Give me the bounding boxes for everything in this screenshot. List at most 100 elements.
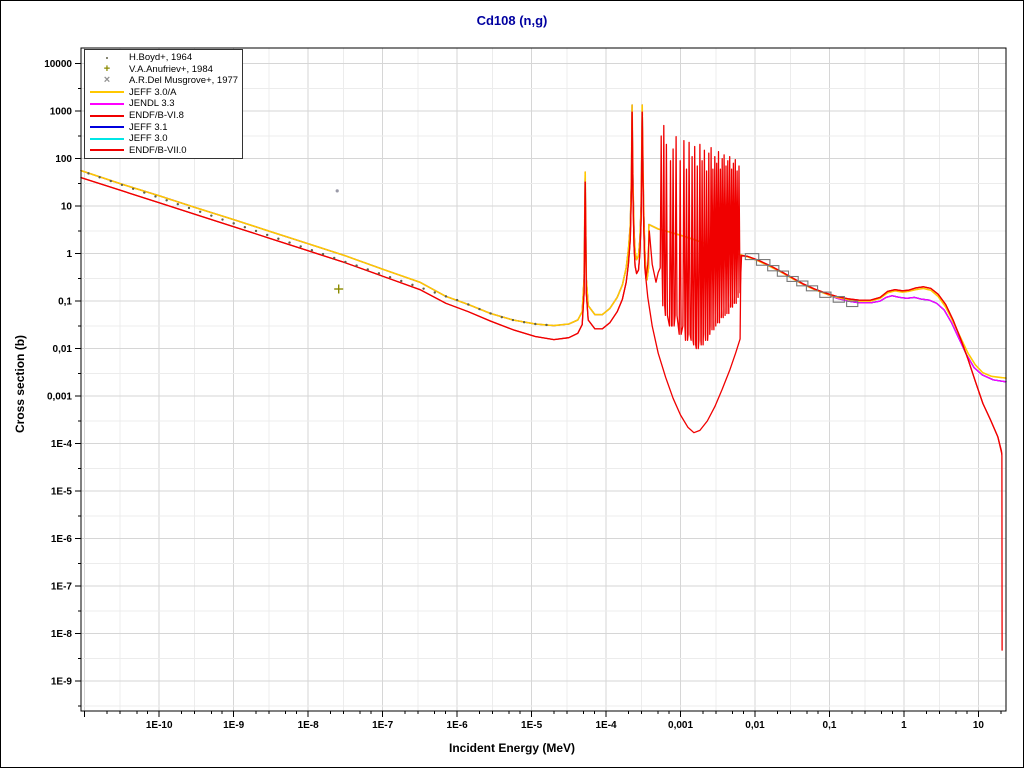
marker-boyd-dot xyxy=(478,307,481,311)
series-endfb_vii0-line xyxy=(80,111,1003,651)
y-axis-title: Cross section (b) xyxy=(13,334,27,433)
marker-boyd_outlier-dot xyxy=(335,189,339,193)
marker-boyd-dot xyxy=(232,222,235,225)
marker-boyd-dot xyxy=(265,233,269,237)
legend-item-label: ENDF/B-VII.0 xyxy=(129,144,187,156)
marker-boyd-dot xyxy=(344,260,347,264)
x-tick-label: 1E-7 xyxy=(372,720,394,731)
x-tick-label: 1E-8 xyxy=(298,720,320,731)
marker-boyd-dot xyxy=(154,195,157,198)
marker-boyd-dot xyxy=(333,256,336,260)
marker-musgrove-box xyxy=(832,295,845,303)
legend-item-8: ENDF/B-VII.0 xyxy=(85,145,242,156)
marker-musgrove-box xyxy=(744,253,760,261)
gridlines xyxy=(81,48,1006,711)
legend-line-swatch xyxy=(85,98,129,109)
marker-boyd-dot xyxy=(455,298,459,302)
legend-item-7: JEFF 3.0 xyxy=(85,133,242,144)
x-tick-label: 0,01 xyxy=(745,720,765,731)
y-tick-label: 10 xyxy=(61,202,73,213)
marker-musgrove-box xyxy=(805,285,819,292)
data-markers xyxy=(87,172,859,327)
marker-boyd-dot xyxy=(299,245,302,248)
y-tick-label: 0,1 xyxy=(58,297,72,308)
x-tick-label: 1E-9 xyxy=(223,720,245,731)
marker-boyd-dot xyxy=(98,176,101,179)
legend-item-label: H.Boyd+, 1964 xyxy=(129,52,193,64)
y-tick-label: 10000 xyxy=(44,59,72,70)
legend-item-label: V.A.Anufriev+, 1984 xyxy=(129,63,213,75)
marker-boyd-dot xyxy=(210,214,213,217)
cross-icon: × xyxy=(103,74,111,87)
marker-boyd-dot xyxy=(467,303,470,306)
marker-boyd-dot xyxy=(545,323,548,327)
marker-boyd-dot xyxy=(489,312,492,315)
y-tick-label: 1E-8 xyxy=(51,629,73,640)
marker-musgrove-box xyxy=(796,280,809,287)
x-tick-label: 10 xyxy=(973,720,985,731)
marker-boyd-dot xyxy=(355,264,358,267)
marker-boyd-dot xyxy=(444,295,448,298)
plot-frame xyxy=(80,47,1007,712)
marker-boyd-dot xyxy=(511,318,515,322)
dot-icon xyxy=(106,56,108,59)
data-series xyxy=(80,104,1007,651)
x-tick-label: 1E-5 xyxy=(521,720,543,731)
marker-boyd-dot xyxy=(120,183,124,187)
marker-boyd-dot xyxy=(288,241,291,244)
legend-line-swatch xyxy=(85,145,129,156)
cross-marker-icon: × xyxy=(85,75,129,86)
x-tick-label: 0,1 xyxy=(823,720,837,731)
marker-boyd-dot xyxy=(198,210,202,214)
x-tick-label: 1 xyxy=(901,720,907,731)
y-tick-label: 0,001 xyxy=(47,392,72,403)
marker-musgrove-box xyxy=(776,270,790,277)
marker-musgrove-box xyxy=(846,300,859,308)
marker-boyd-dot xyxy=(366,268,369,271)
y-tick-label: 100 xyxy=(55,154,72,165)
axes: 1E-10 1E-9 1E-8 1E-7 1E-6 1E-5 1E-4 0,001 0,01 0,… xyxy=(44,47,1007,731)
marker-boyd-dot xyxy=(109,179,112,183)
marker-boyd-dot xyxy=(433,291,436,294)
series-endfb_vi8-line xyxy=(80,111,1003,455)
y-tick-label: 0,01 xyxy=(53,344,73,355)
marker-boyd-dot xyxy=(310,249,314,252)
legend-item-4: JENDL 3.3 xyxy=(85,98,242,109)
marker-musgrove-box xyxy=(786,275,799,282)
legend-line-swatch xyxy=(85,110,129,121)
legend-item-label: JEFF 3.1 xyxy=(129,121,168,133)
legend-item-0: H.Boyd+, 1964 xyxy=(85,52,242,63)
line-swatch xyxy=(90,137,124,140)
marker-boyd-dot xyxy=(422,287,425,290)
legend-line-swatch xyxy=(85,87,129,98)
marker-boyd-dot xyxy=(277,237,280,240)
legend-item-label: JEFF 3.0/A xyxy=(129,86,177,98)
legend-item-2: × A.R.Del Musgrove+, 1977 xyxy=(85,75,242,87)
legend-item-label: JENDL 3.3 xyxy=(129,98,175,110)
legend: H.Boyd+, 1964 + V.A.Anufriev+, 1984 × A.R.De… xyxy=(84,49,243,159)
marker-musgrove-box xyxy=(767,265,780,272)
y-tick-label: 1E-4 xyxy=(51,439,73,450)
y-tick-label: 1E-6 xyxy=(51,534,73,545)
marker-boyd-dot xyxy=(377,272,381,275)
line-swatch xyxy=(90,149,124,152)
line-swatch xyxy=(90,126,124,129)
legend-line-swatch xyxy=(85,122,129,133)
marker-boyd-dot xyxy=(243,226,247,229)
marker-boyd-dot xyxy=(411,283,414,287)
legend-item-6: JEFF 3.1 xyxy=(85,122,242,133)
legend-line-swatch xyxy=(85,133,129,144)
legend-item-3: JEFF 3.0/A xyxy=(85,87,242,98)
legend-item-label: A.R.Del Musgrove+, 1977 xyxy=(129,75,239,87)
marker-boyd-dot xyxy=(522,321,526,324)
x-tick-label: 1E-10 xyxy=(146,720,173,731)
marker-boyd-dot xyxy=(187,206,191,210)
y-tick-label: 1E-5 xyxy=(51,487,73,498)
marker-boyd-dot xyxy=(254,229,258,233)
x-axis-title: Incident Energy (MeV) xyxy=(448,741,576,755)
x-tick-label: 1E-4 xyxy=(595,720,617,731)
legend-item-1: + V.A.Anufriev+, 1984 xyxy=(85,63,242,75)
marker-boyd-dot xyxy=(500,315,503,319)
y-tick-label: 1 xyxy=(66,249,72,260)
